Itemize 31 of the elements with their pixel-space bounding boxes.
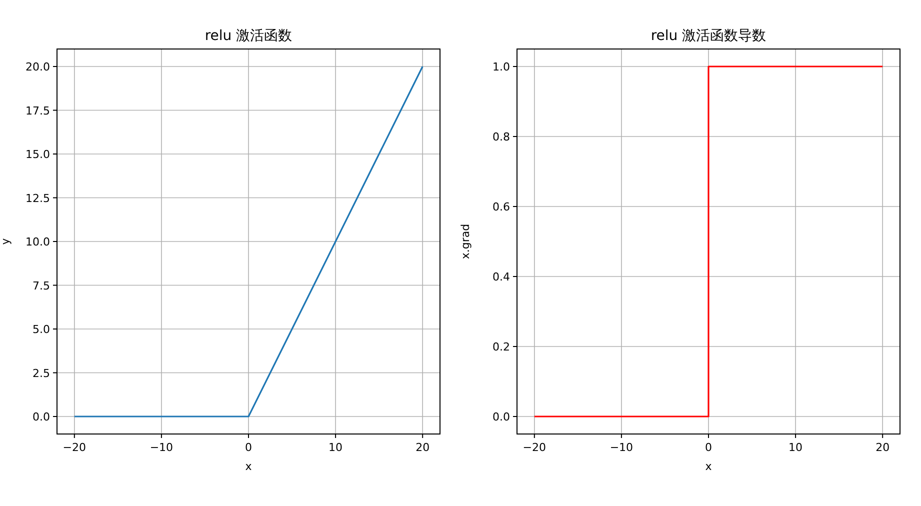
y-tick-label: 0.6 bbox=[492, 200, 510, 214]
y-tick-label: 12.5 bbox=[26, 192, 50, 205]
x-axis-title: x bbox=[705, 460, 712, 473]
y-tick-label: 0.0 bbox=[32, 410, 50, 424]
y-tick-label: 1.0 bbox=[492, 60, 510, 74]
y-tick-label: 15.0 bbox=[26, 148, 50, 161]
y-tick-label: 20.0 bbox=[26, 60, 50, 74]
chart-title: relu 激活函数导数 bbox=[650, 28, 766, 44]
y-tick-label: 0.4 bbox=[492, 270, 510, 284]
x-tick-label: −20 bbox=[62, 441, 86, 454]
x-tick-label: −10 bbox=[150, 441, 174, 454]
x-tick-label: 20 bbox=[876, 441, 890, 454]
y-tick-label: 0.0 bbox=[492, 410, 510, 424]
y-tick-label: 7.5 bbox=[32, 279, 50, 292]
x-tick-label: 0 bbox=[705, 441, 712, 454]
y-tick-label: 2.5 bbox=[32, 366, 50, 380]
x-tick-label: 10 bbox=[328, 441, 343, 454]
x-tick-label: −10 bbox=[610, 441, 634, 454]
chart-title: relu 激活函数 bbox=[204, 28, 292, 44]
y-tick-label: 0.2 bbox=[492, 340, 510, 354]
y-tick-label: 0.8 bbox=[492, 130, 510, 144]
x-axis-title: x bbox=[245, 460, 252, 473]
x-tick-label: 0 bbox=[245, 441, 252, 454]
y-tick-label: 10.0 bbox=[26, 236, 50, 248]
y-tick-label: 5.0 bbox=[32, 323, 50, 336]
y-axis-title: y bbox=[0, 238, 12, 245]
x-tick-label: −20 bbox=[522, 441, 546, 454]
y-axis-title: x.grad bbox=[459, 224, 472, 260]
y-tick-label: 17.5 bbox=[26, 104, 50, 118]
x-tick-label: 20 bbox=[416, 441, 430, 454]
x-tick-label: 10 bbox=[788, 441, 803, 454]
